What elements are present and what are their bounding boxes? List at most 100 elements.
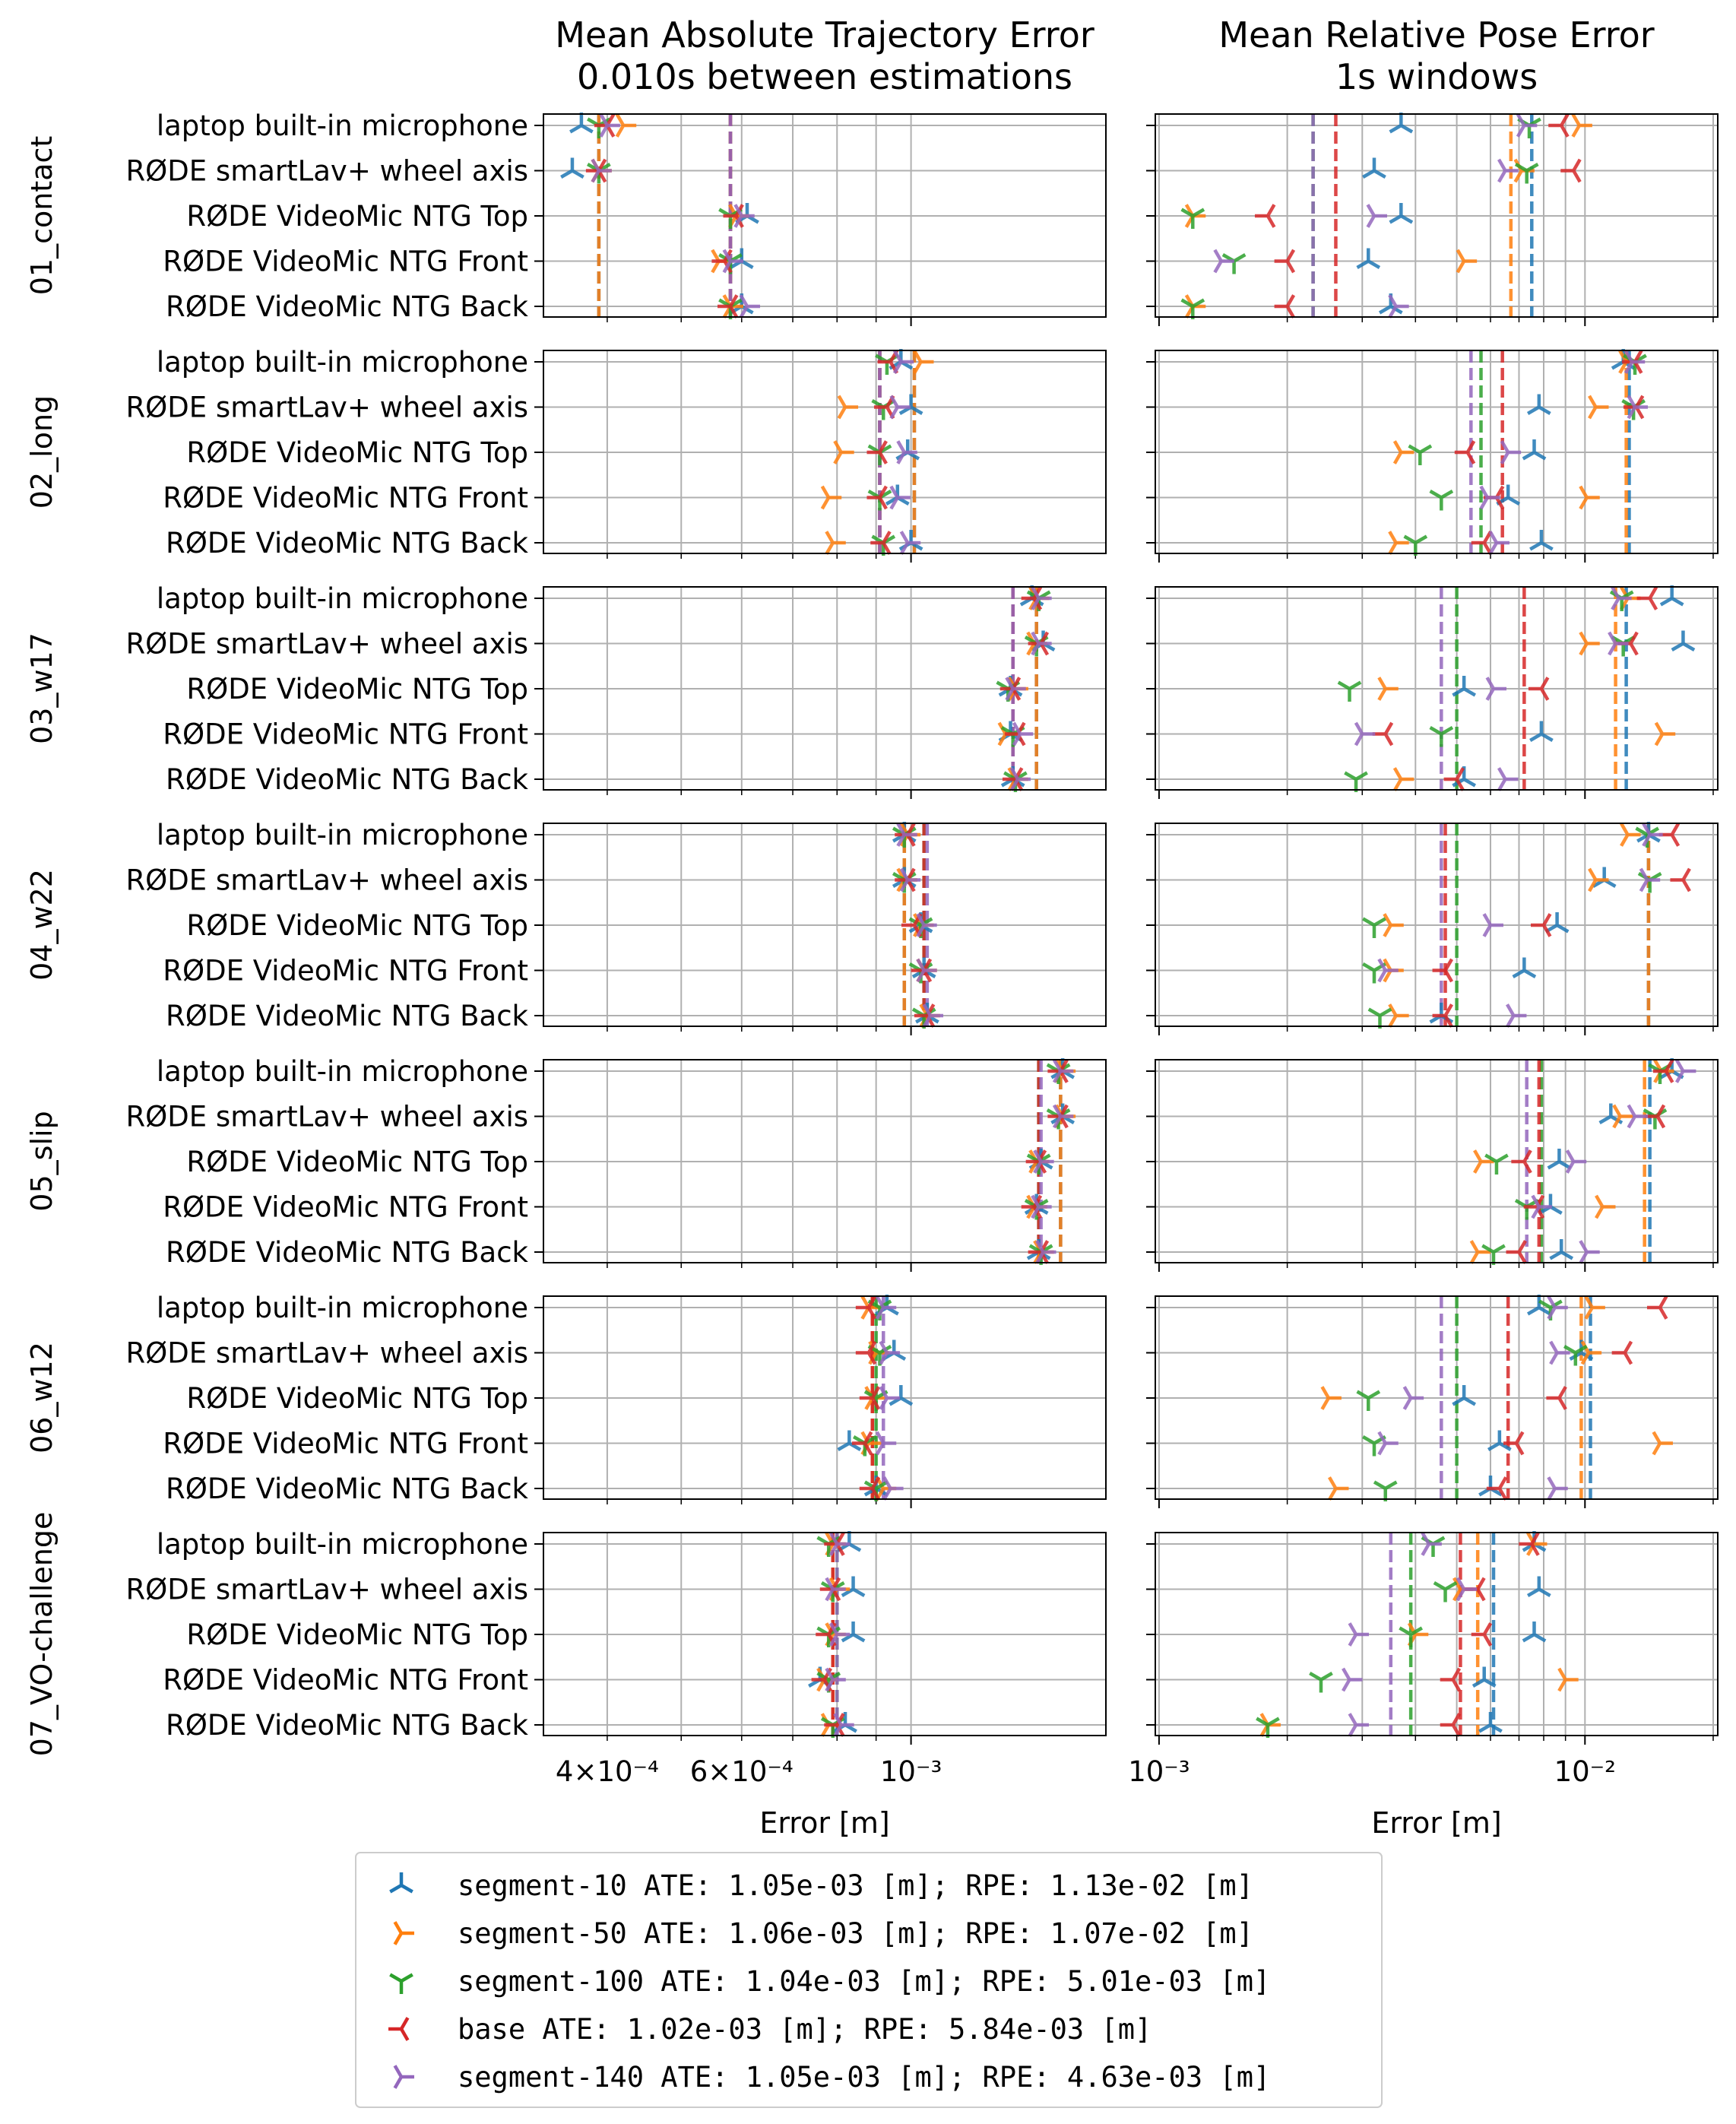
marker-segment-10 — [1522, 1622, 1547, 1643]
marker-segment-50 — [1320, 1386, 1342, 1410]
marker-segment-50 — [1388, 531, 1409, 555]
marker-segment-50 — [1652, 1431, 1673, 1456]
marker-base — [1646, 1295, 1668, 1320]
x-axis-label: Error [m] — [759, 1806, 889, 1840]
row-label: RØDE smartLav+ wheel axis — [125, 628, 528, 661]
marker-base — [855, 1340, 877, 1365]
marker-segment-140 — [1549, 1340, 1570, 1365]
marker-segment-140 — [828, 1532, 851, 1556]
marker-segment-50 — [913, 350, 934, 374]
x-tick-label: 10⁻³ — [1128, 1755, 1190, 1788]
marker-segment-140 — [1031, 1194, 1052, 1219]
marker-segment-10 — [1522, 439, 1547, 461]
marker-segment-10 — [560, 157, 584, 179]
row-label: RØDE VideoMic NTG Front — [163, 955, 528, 988]
marker-segment-140 — [1388, 294, 1409, 319]
marker-segment-10 — [1356, 248, 1381, 269]
group-06_w12: 06_w12 laptop built-in microphone RØDE sma… — [25, 1292, 1719, 1508]
row-label: laptop built-in microphone — [157, 346, 528, 379]
marker-segment-140 — [1608, 631, 1629, 656]
rpe-axes — [1146, 349, 1719, 563]
marker-segment-100 — [1514, 163, 1539, 184]
marker-segment-140 — [1031, 586, 1052, 610]
ate-axes: laptop built-in microphone RØDE smartLav+… — [125, 819, 1107, 1035]
row-label: RØDE VideoMic NTG Back — [166, 290, 529, 323]
marker-segment-140 — [1488, 531, 1509, 555]
marker-base — [1670, 867, 1691, 892]
marker-segment-140 — [1547, 1295, 1568, 1320]
marker-base — [1652, 1059, 1674, 1083]
axes-frame — [1155, 1295, 1719, 1500]
marker-segment-140 — [1377, 1431, 1399, 1456]
marker-segment-140 — [1627, 1104, 1649, 1129]
marker-base — [866, 485, 888, 510]
ate-axes: laptop built-in microphone RØDE smartLav+… — [125, 1292, 1107, 1508]
marker-segment-140 — [1213, 249, 1234, 274]
marker-segment-50 — [1612, 1104, 1633, 1129]
row-label: RØDE VideoMic NTG Back — [166, 763, 529, 796]
marker-base — [1636, 586, 1658, 610]
marker-segment-10 — [1389, 203, 1414, 224]
axes-frame — [543, 350, 1107, 554]
marker-segment-140 — [1009, 767, 1031, 791]
row-label: RØDE VideoMic NTG Top — [186, 673, 528, 705]
group-label: 04_w22 — [25, 869, 59, 981]
row-label: laptop built-in microphone — [157, 109, 528, 142]
marker-segment-100 — [1484, 1153, 1509, 1175]
title-line: 1s windows — [1335, 56, 1538, 97]
axes-frame — [1155, 350, 1719, 554]
row-label: RØDE smartLav+ wheel axis — [125, 1101, 528, 1133]
marker-segment-140 — [896, 823, 917, 847]
marker-segment-140 — [1485, 677, 1506, 701]
rpe-axes — [1146, 1295, 1719, 1508]
legend-entry: segment-100 ATE: 1.04e-03 [m]; RPE: 5.01… — [458, 1965, 1270, 1998]
marker-base — [1274, 249, 1296, 274]
row-label: RØDE VideoMic NTG Back — [166, 1236, 529, 1269]
row-label: laptop built-in microphone — [157, 1528, 528, 1561]
marker-segment-50 — [1392, 767, 1414, 791]
marker-segment-50 — [1620, 823, 1641, 847]
row-label: laptop built-in microphone — [157, 819, 528, 851]
marker-segment-140 — [1482, 913, 1503, 937]
row-label: RØDE VideoMic NTG Top — [186, 1382, 528, 1415]
marker-base — [1528, 677, 1550, 701]
row-label: laptop built-in microphone — [157, 1292, 528, 1324]
marker-base — [1047, 1104, 1069, 1129]
ate-x-ticklabels: 4×10⁻⁴ 6×10⁻⁴ 10⁻³ Error [m] — [556, 1755, 942, 1840]
rpe-axes — [1146, 113, 1719, 326]
marker-segment-140 — [1377, 958, 1399, 983]
marker-base — [1519, 1532, 1540, 1556]
marker-segment-100 — [1399, 1626, 1423, 1647]
row-label: RØDE VideoMic NTG Front — [163, 1664, 528, 1697]
marker-base — [855, 1295, 877, 1320]
marker-segment-50 — [833, 440, 854, 464]
marker-segment-50 — [1557, 1667, 1579, 1692]
marker-segment-140 — [1052, 1104, 1074, 1129]
row-label: RØDE smartLav+ wheel axis — [125, 1337, 528, 1370]
ate-axes: laptop built-in microphone RØDE smartLav+… — [125, 109, 1107, 326]
marker-base — [1548, 113, 1570, 138]
legend-marker-base — [388, 2017, 410, 2041]
marker-base — [1440, 1713, 1462, 1737]
title-line: Mean Absolute Trajectory Error — [555, 14, 1095, 55]
marker-segment-140 — [916, 958, 937, 983]
legend-box — [355, 1852, 1383, 2108]
marker-base — [594, 113, 616, 138]
marker-segment-100 — [1180, 208, 1205, 229]
marker-segment-50 — [1388, 1003, 1409, 1028]
marker-segment-50 — [1579, 631, 1600, 656]
marker-segment-140 — [1366, 204, 1387, 228]
marker-segment-140 — [899, 531, 921, 555]
marker-segment-100 — [1337, 680, 1362, 702]
group-05_slip: 05_slip laptop built-in microphone RØDE sm… — [25, 1055, 1719, 1272]
marker-segment-50 — [1588, 867, 1609, 892]
marker-segment-140 — [1012, 721, 1034, 747]
marker-segment-50 — [1579, 485, 1600, 510]
rpe-axes — [1146, 822, 1719, 1035]
marker-segment-140 — [1033, 1149, 1054, 1174]
marker-segment-140 — [733, 204, 755, 228]
axes-frame — [1155, 113, 1719, 318]
title-line: 0.010s between estimations — [577, 56, 1072, 97]
marker-segment-140 — [892, 350, 914, 374]
